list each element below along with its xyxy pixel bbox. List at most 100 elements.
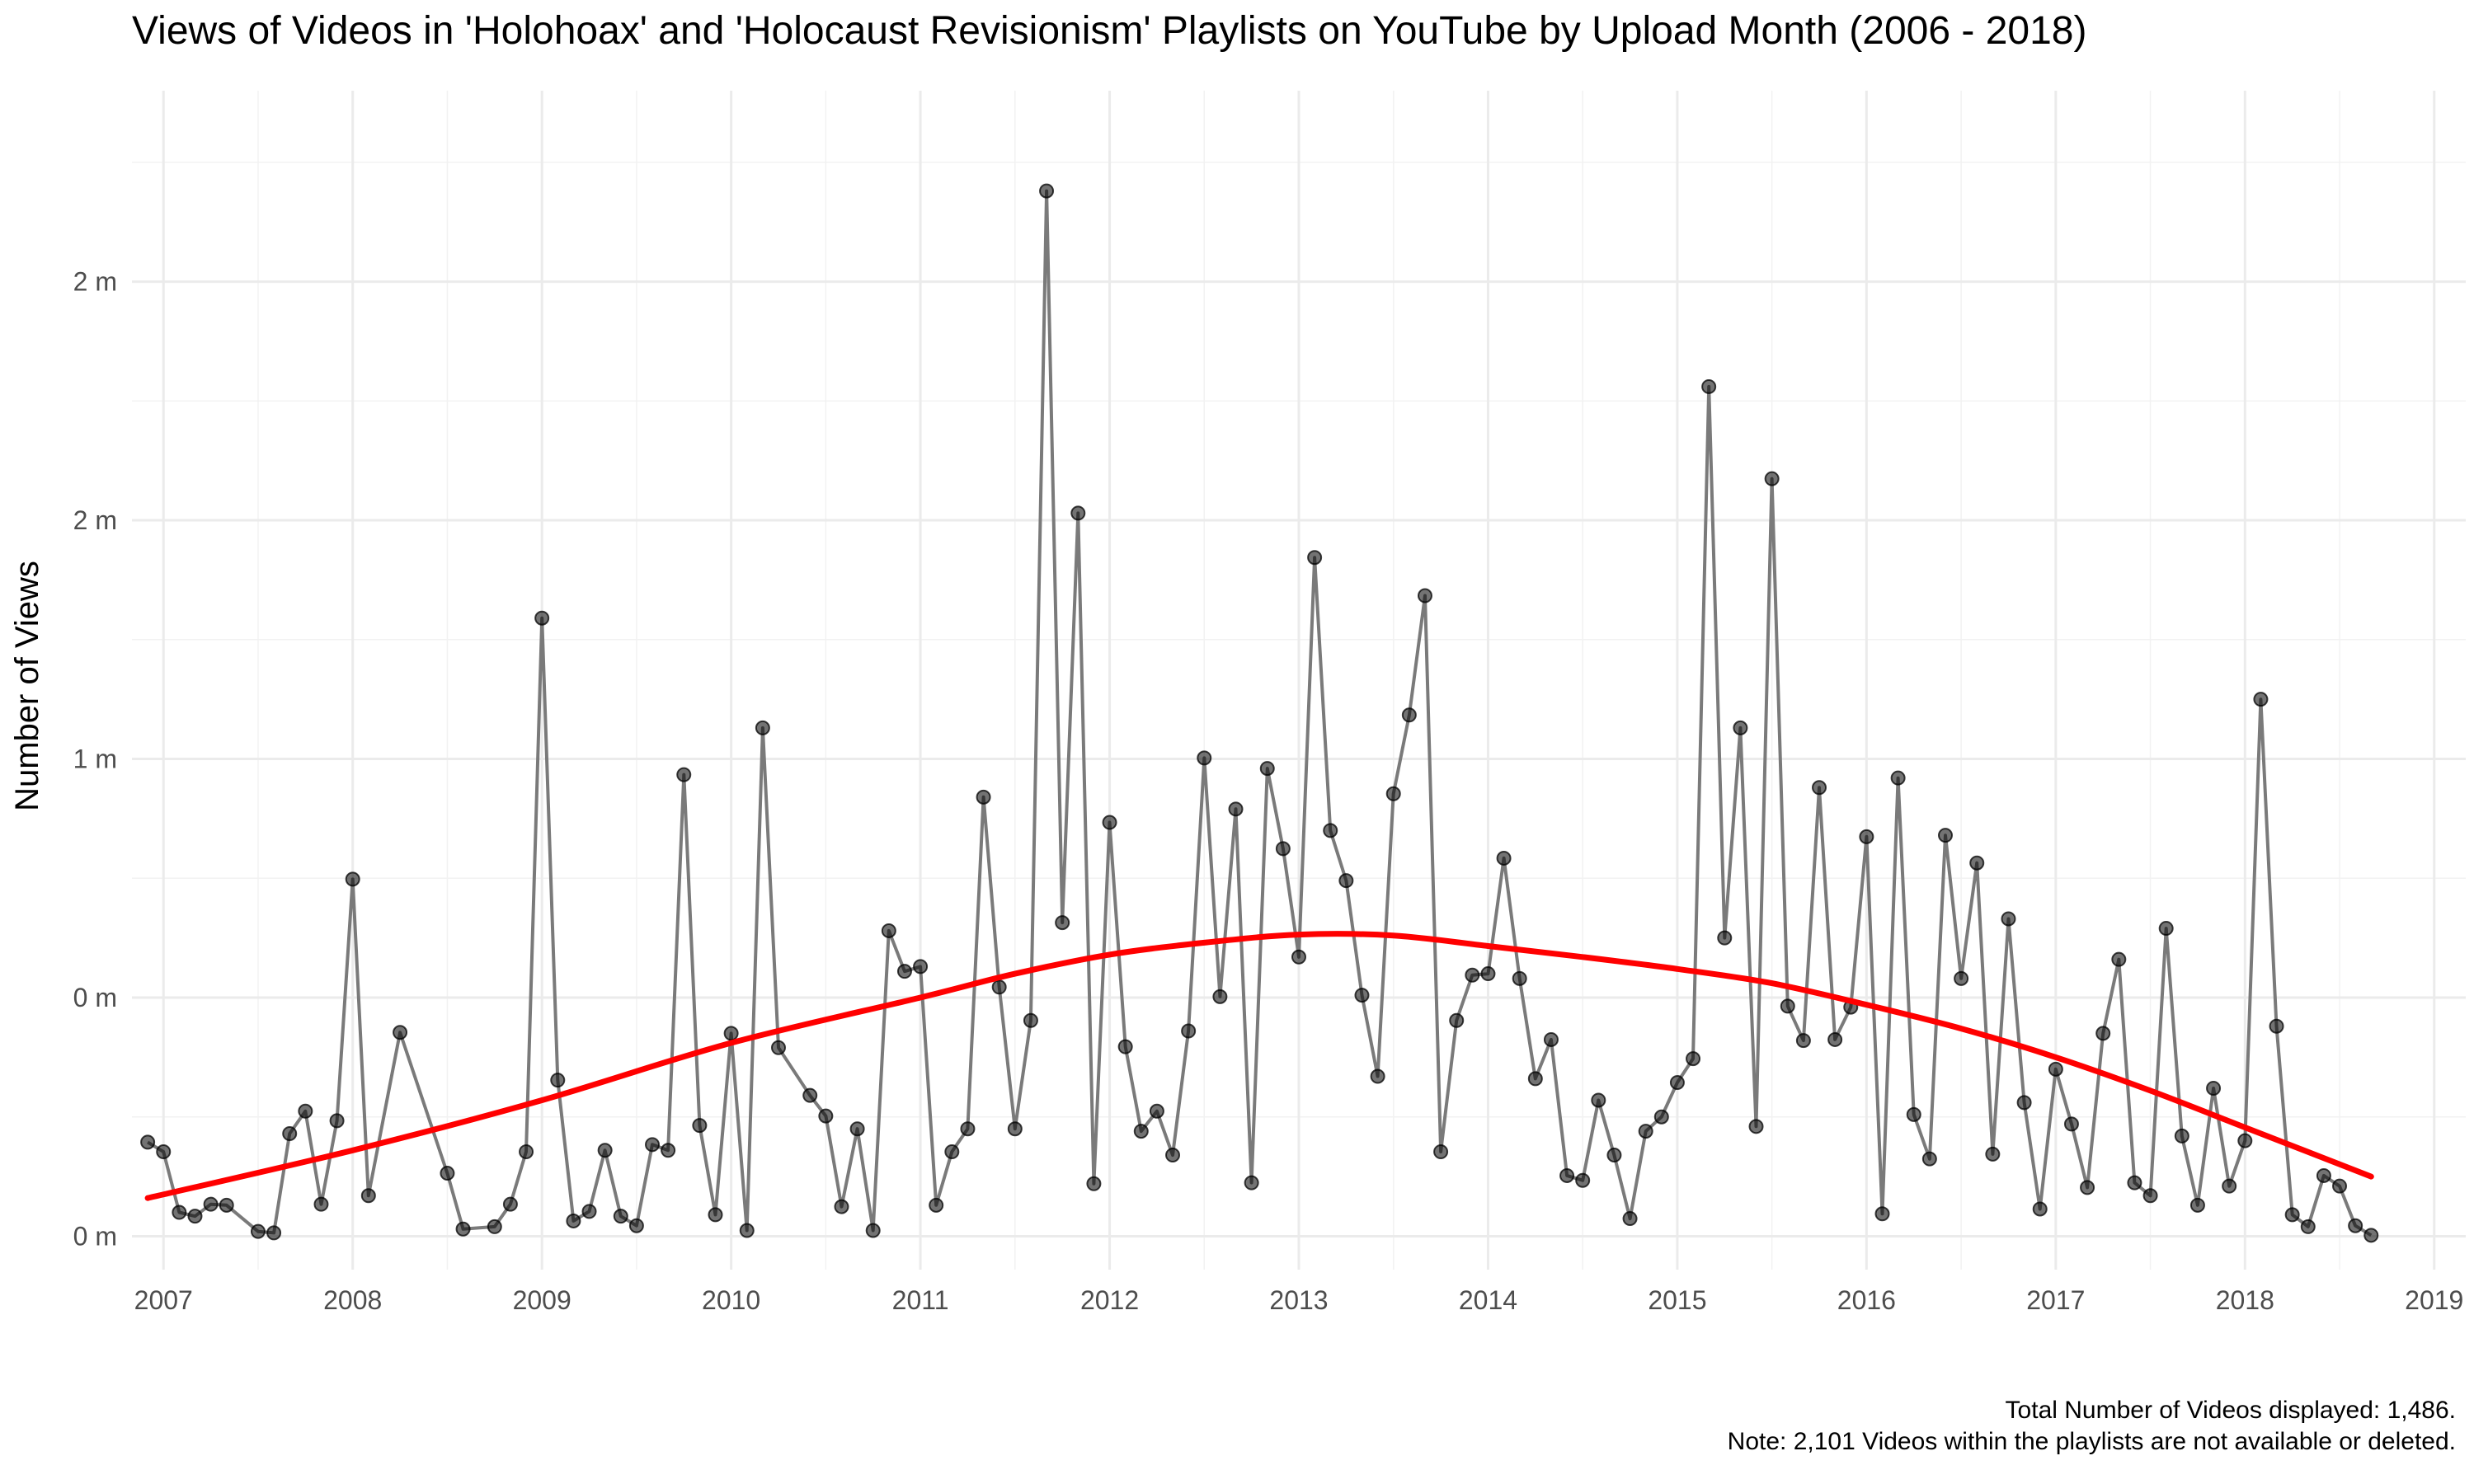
data-point — [1070, 505, 1086, 521]
data-point — [1512, 970, 1527, 986]
data-point — [1575, 1172, 1591, 1188]
y-axis-ticks: 0 m 0 m 1 m 2 m 2 m — [73, 267, 117, 1252]
data-point — [976, 789, 991, 805]
data-point — [1969, 855, 1985, 871]
y-tick-label: 0 m — [73, 1221, 117, 1251]
data-point — [187, 1209, 203, 1224]
data-point — [2063, 1116, 2079, 1132]
data-point — [1433, 1144, 1449, 1159]
data-point — [1149, 1103, 1164, 1119]
data-point — [1197, 750, 1212, 766]
data-point — [282, 1126, 298, 1141]
data-point — [1543, 1031, 1559, 1047]
data-point — [1890, 770, 1906, 786]
data-point — [1812, 780, 1827, 796]
data-point — [534, 610, 550, 626]
x-tick-label: 2015 — [1648, 1285, 1706, 1315]
x-tick-label: 2011 — [892, 1285, 949, 1315]
views-points — [140, 183, 2379, 1243]
y-axis-title: Number of Views — [9, 561, 45, 811]
data-point — [1859, 829, 1874, 844]
data-point — [1039, 183, 1055, 199]
data-point — [1338, 873, 1354, 889]
data-point — [1023, 1012, 1038, 1028]
data-point — [2016, 1095, 2032, 1111]
data-point — [1323, 823, 1338, 838]
data-point — [802, 1087, 818, 1103]
data-point — [313, 1196, 329, 1212]
views-series — [147, 189, 2373, 1237]
data-point — [581, 1204, 597, 1219]
data-point — [1954, 970, 1969, 986]
data-point — [440, 1166, 455, 1181]
x-tick-label: 2009 — [513, 1285, 571, 1315]
data-point — [865, 1223, 881, 1238]
data-point — [566, 1213, 581, 1228]
y-tick-label: 1 m — [73, 744, 117, 774]
data-point — [1638, 1124, 1653, 1139]
data-point — [1906, 1106, 1921, 1122]
data-point — [1921, 1151, 1937, 1167]
data-point — [172, 1205, 187, 1220]
data-point — [1733, 720, 1748, 735]
chart-title: Views of Videos in 'Holohoax' and 'Holoc… — [132, 9, 2087, 53]
data-point — [2142, 1188, 2158, 1204]
data-point — [1669, 1075, 1685, 1091]
data-point — [849, 1121, 865, 1137]
data-point — [502, 1196, 518, 1212]
data-point — [739, 1223, 755, 1238]
data-point — [2080, 1180, 2095, 1195]
data-point — [597, 1143, 613, 1158]
data-point — [2363, 1228, 2379, 1243]
data-point — [2189, 1197, 2205, 1213]
data-point — [1480, 966, 1496, 982]
data-point — [770, 1040, 786, 1055]
data-point — [1417, 588, 1432, 603]
x-tick-label: 2019 — [2405, 1285, 2463, 1315]
data-point — [834, 1199, 849, 1214]
data-point — [2316, 1167, 2331, 1183]
data-point — [1496, 850, 1512, 866]
data-point — [1401, 707, 1417, 723]
data-point — [960, 1121, 976, 1137]
data-point — [692, 1118, 708, 1134]
x-tick-label: 2013 — [1269, 1285, 1328, 1315]
data-point — [1622, 1211, 1638, 1227]
data-point — [676, 767, 692, 782]
data-point — [1764, 471, 1780, 486]
data-point — [1086, 1176, 1102, 1191]
data-point — [1606, 1148, 1622, 1163]
data-point — [613, 1209, 628, 1224]
data-point — [2348, 1218, 2363, 1233]
data-point — [1133, 1124, 1149, 1139]
data-point — [1591, 1092, 1606, 1108]
data-point — [1275, 841, 1291, 857]
data-point — [944, 1144, 960, 1159]
data-point — [550, 1073, 566, 1088]
data-point — [1748, 1119, 1764, 1134]
data-point — [2269, 1018, 2284, 1034]
data-point — [645, 1137, 661, 1153]
x-tick-label: 2017 — [2026, 1285, 2085, 1315]
data-point — [1228, 801, 1244, 817]
data-point — [345, 871, 360, 887]
data-point — [266, 1225, 282, 1241]
x-tick-label: 2010 — [702, 1285, 760, 1315]
data-point — [360, 1188, 376, 1204]
data-point — [1874, 1206, 1890, 1222]
data-point — [2032, 1201, 2048, 1217]
data-point — [818, 1108, 834, 1124]
y-tick-label: 0 m — [73, 983, 117, 1012]
data-point — [1307, 550, 1323, 566]
y-tick-label: 2 m — [73, 267, 117, 297]
trend-line — [144, 931, 2374, 1201]
major-gridlines — [132, 91, 2466, 1270]
data-point — [2206, 1081, 2222, 1096]
data-point — [1465, 967, 1480, 983]
data-point — [708, 1207, 723, 1223]
data-point — [929, 1197, 944, 1213]
data-point — [1102, 815, 1117, 830]
data-point — [1717, 930, 1733, 946]
data-point — [329, 1113, 345, 1129]
